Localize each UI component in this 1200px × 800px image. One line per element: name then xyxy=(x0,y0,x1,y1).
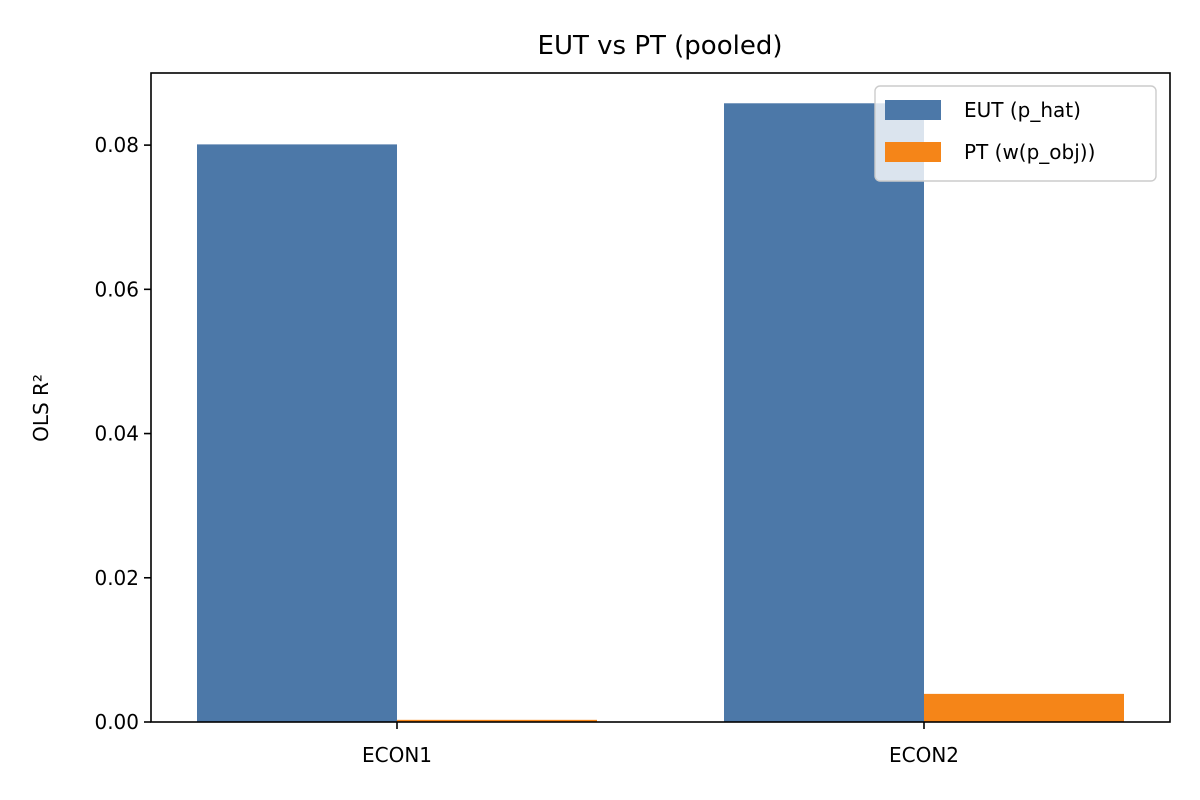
bar-econ1-series-0 xyxy=(197,144,397,722)
bar-econ2-series-0 xyxy=(724,103,924,722)
y-tick-label: 0.08 xyxy=(94,133,139,157)
bars-layer xyxy=(197,103,1124,722)
y-tick-label: 0.00 xyxy=(94,710,139,734)
bar-econ2-series-1 xyxy=(924,693,1124,722)
legend-swatch xyxy=(885,142,941,162)
bar-econ1-series-1 xyxy=(397,719,597,722)
legend: EUT (p_hat) PT (w(p_obj)) xyxy=(874,85,1157,182)
legend-label: PT (w(p_obj)) xyxy=(964,140,1095,164)
legend-label: EUT (p_hat) xyxy=(964,98,1081,122)
y-tick-label: 0.04 xyxy=(94,422,139,446)
chart-title: EUT vs PT (pooled) xyxy=(538,31,783,61)
plot-frame xyxy=(150,72,1171,723)
y-axis-label: OLS R² xyxy=(29,374,53,442)
legend-swatch xyxy=(885,100,941,120)
y-axis-ticks: 0.00 0.02 0.04 0.06 0.08 xyxy=(94,133,151,734)
x-axis-ticks: ECON1 ECON2 xyxy=(362,722,959,767)
x-tick-label: ECON1 xyxy=(362,743,432,767)
x-tick-label: ECON2 xyxy=(889,743,959,767)
y-tick-label: 0.06 xyxy=(94,277,139,301)
legend-box xyxy=(874,85,1157,182)
y-tick-label: 0.02 xyxy=(94,566,139,590)
